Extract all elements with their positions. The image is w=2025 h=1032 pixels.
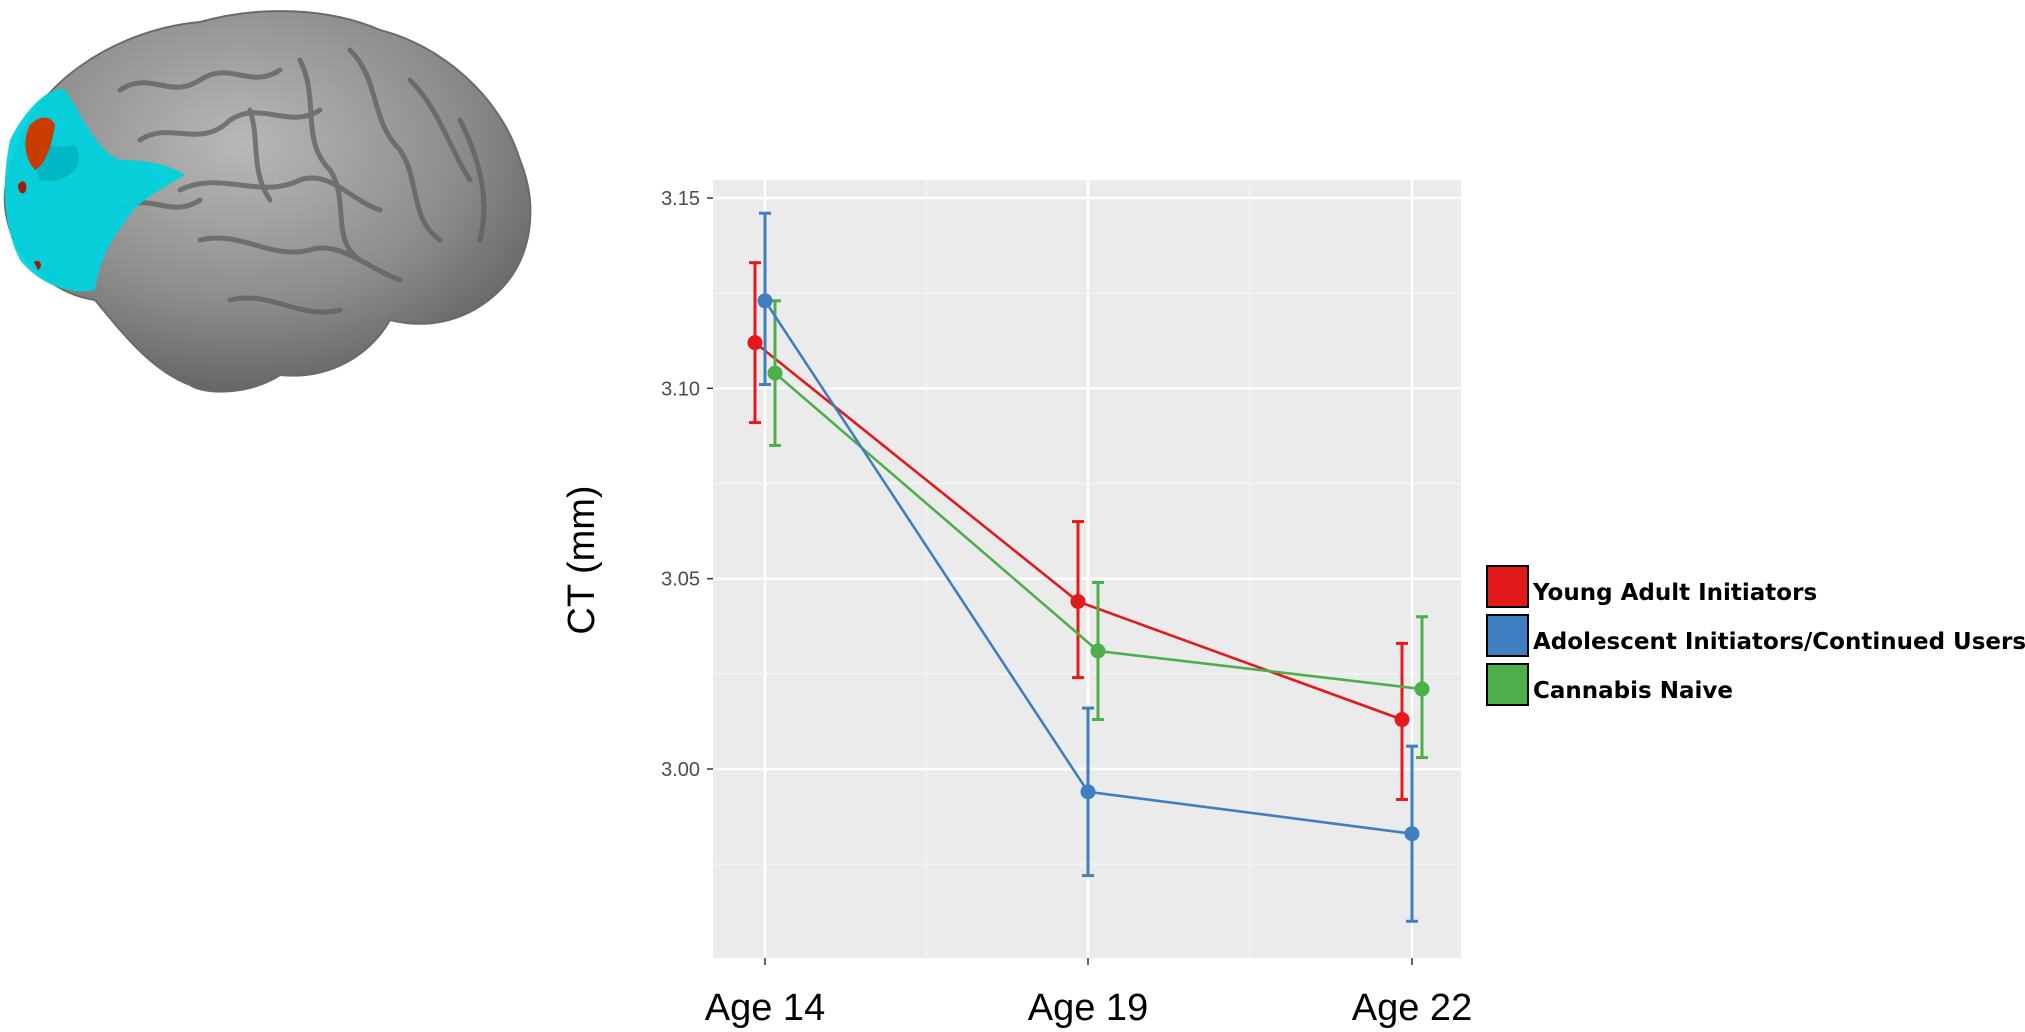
x-tick-label: Age 19 xyxy=(1028,987,1148,1029)
y-tick-label: 3.10 xyxy=(661,378,700,400)
data-point xyxy=(1414,681,1430,697)
y-tick-marks xyxy=(707,197,713,770)
legend-key xyxy=(1486,663,1529,706)
series-0 xyxy=(747,261,1410,801)
legend-label: Cannabis Naive xyxy=(1533,678,1733,704)
x-tick-label: Age 22 xyxy=(1352,987,1472,1029)
y-tick-label: 3.00 xyxy=(661,759,700,781)
y-axis: 3.00 3.05 3.10 3.15 xyxy=(661,188,700,781)
legend: Young Adult Initiators Adolescent Initia… xyxy=(1486,565,2025,706)
legend-item: Young Adult Initiators xyxy=(1486,565,1817,608)
legend-key xyxy=(1486,565,1529,608)
data-point xyxy=(1080,784,1096,800)
y-axis-title: CT (mm) xyxy=(561,485,603,634)
series-layer xyxy=(747,211,1430,923)
x-tick-marks xyxy=(764,958,1413,965)
legend-item: Cannabis Naive xyxy=(1486,663,1733,706)
data-point xyxy=(757,293,773,309)
legend-key xyxy=(1486,614,1529,657)
legend-label: Adolescent Initiators/Continued Users xyxy=(1533,629,2025,655)
series-2 xyxy=(767,299,1430,760)
data-point xyxy=(1394,712,1410,728)
brain-cortex-icon xyxy=(3,10,532,393)
data-point xyxy=(1070,594,1086,610)
data-point xyxy=(1404,826,1420,842)
data-point xyxy=(747,335,763,351)
series-1 xyxy=(757,211,1420,923)
data-point xyxy=(767,365,783,381)
data-point xyxy=(1090,643,1106,659)
plot-gridlines xyxy=(713,180,1461,958)
legend-item: Adolescent Initiators/Continued Users xyxy=(1486,614,2025,657)
x-axis: Age 14 Age 19 Age 22 xyxy=(705,987,1472,1029)
legend-label: Young Adult Initiators xyxy=(1532,580,1817,606)
y-tick-label: 3.15 xyxy=(661,188,700,210)
x-tick-label: Age 14 xyxy=(705,987,825,1029)
y-tick-label: 3.05 xyxy=(661,569,700,591)
